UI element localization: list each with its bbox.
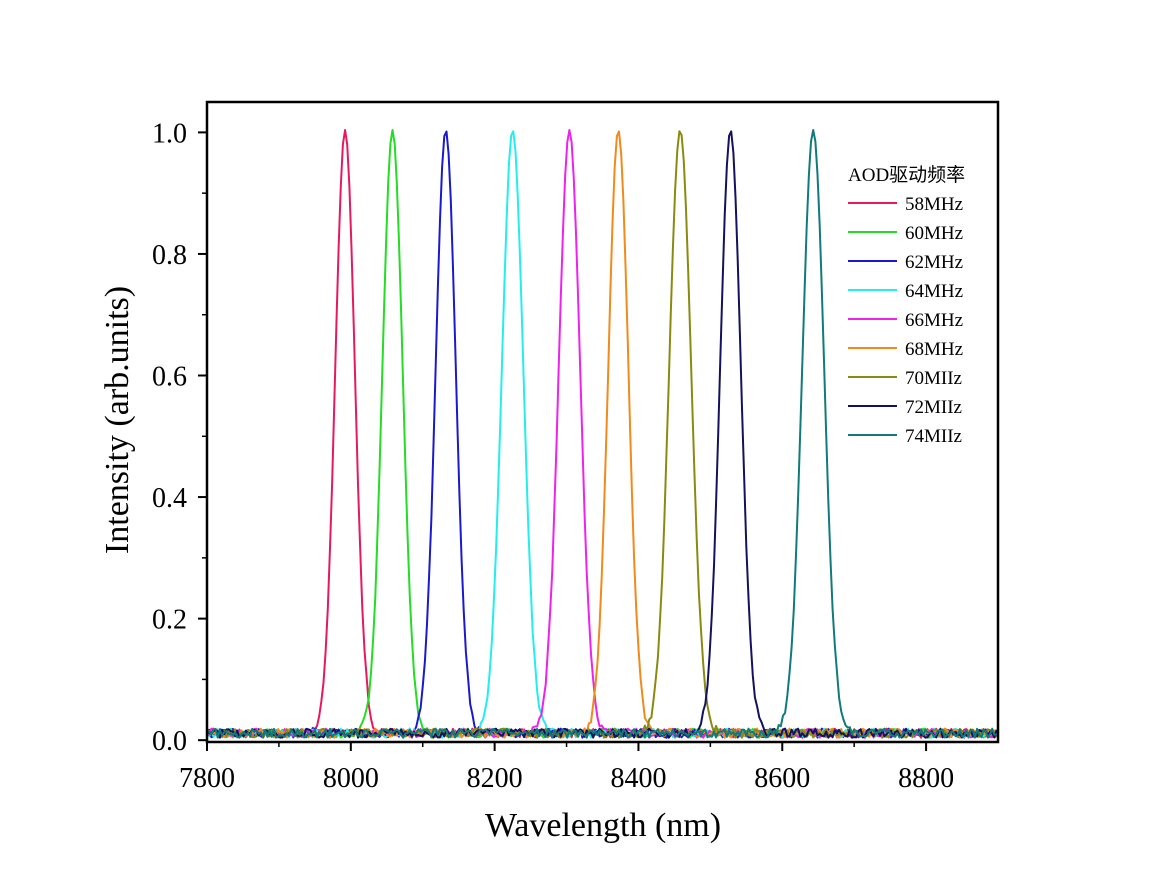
- y-tick-label-0.6: 0.6: [152, 362, 187, 393]
- y-tick-label-0.2: 0.2: [152, 605, 187, 636]
- legend-title: AOD驱动频率: [848, 164, 965, 186]
- x-tick-label-8000: 8000: [323, 763, 379, 794]
- y-axis-title: Intensity (arb.units): [99, 286, 136, 554]
- axes-layer: 7800 8000 8200 8400 8600 8800 0.0 0.2 0.4 0.6 0.8 1…: [152, 100, 1000, 794]
- legend-label-68MHz: 68MHz: [905, 339, 963, 360]
- series-line-74MIIz: [207, 129, 997, 739]
- x-tick-label-8600: 8600: [754, 763, 810, 794]
- legend: AOD驱动频率 58MHz 60MHz 62MHz 64MHz 66MHz 68MHz 70M…: [848, 164, 965, 447]
- x-tick-label-7800: 7800: [179, 763, 235, 794]
- x-tick-label-8800: 8800: [898, 763, 954, 794]
- x-tick-label-8200: 8200: [467, 763, 523, 794]
- x-tick-label-8400: 8400: [610, 763, 666, 794]
- legend-label-60MHz: 60MHz: [905, 223, 963, 244]
- y-tick-label-1.0: 1.0: [152, 118, 187, 149]
- legend-label-72MIIz: 72MIIz: [905, 397, 962, 418]
- legend-label-66MHz: 66MHz: [905, 310, 963, 331]
- y-tick-label-0.4: 0.4: [152, 483, 187, 514]
- legend-label-58MHz: 58MHz: [905, 194, 963, 215]
- series-layer: [207, 129, 998, 739]
- x-axis-title: Wavelength (nm): [485, 807, 721, 844]
- legend-label-70MIIz: 70MIIz: [905, 368, 962, 389]
- legend-label-74MIIz: 74MIIz: [905, 426, 962, 447]
- legend-label-62MHz: 62MHz: [905, 252, 963, 273]
- legend-label-64MHz: 64MHz: [905, 281, 963, 302]
- y-tick-label-0.8: 0.8: [152, 240, 187, 271]
- plot-frame: [205, 100, 1000, 744]
- y-tick-label-0.0: 0.0: [152, 726, 187, 757]
